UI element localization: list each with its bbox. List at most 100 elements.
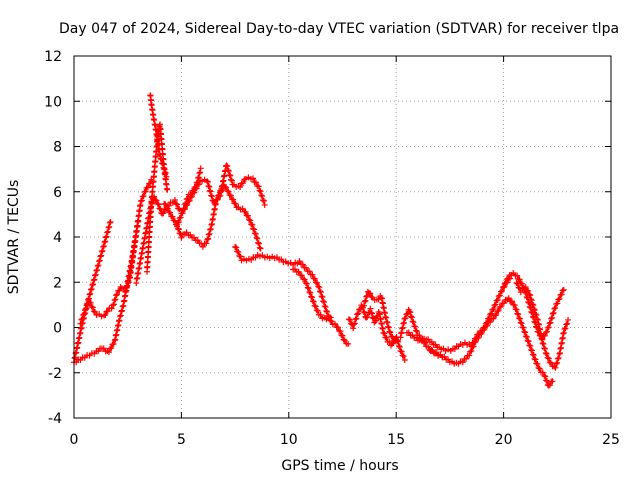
data-point bbox=[549, 314, 556, 321]
data-point bbox=[159, 160, 166, 167]
data-point bbox=[561, 325, 568, 332]
data-point bbox=[256, 244, 263, 251]
data-point bbox=[523, 333, 530, 340]
data-point bbox=[519, 324, 526, 331]
data-point bbox=[100, 243, 107, 250]
data-point bbox=[174, 201, 181, 208]
data-point bbox=[546, 320, 553, 327]
data-point bbox=[493, 311, 500, 318]
data-point bbox=[541, 345, 548, 352]
data-point bbox=[177, 214, 184, 221]
data-point bbox=[513, 306, 520, 313]
data-point bbox=[525, 287, 532, 294]
data-point bbox=[350, 325, 357, 332]
data-point bbox=[317, 289, 324, 296]
y-tick-label: 6 bbox=[53, 185, 62, 201]
y-tick-label: 8 bbox=[53, 140, 62, 156]
series-track-5 bbox=[147, 92, 170, 180]
data-point bbox=[92, 271, 99, 278]
data-point bbox=[253, 234, 260, 241]
y-tick-label: 10 bbox=[44, 94, 62, 110]
data-point bbox=[543, 377, 550, 384]
series-track-1 bbox=[71, 218, 114, 366]
data-point bbox=[363, 314, 370, 321]
data-point bbox=[95, 262, 102, 269]
data-point bbox=[547, 319, 554, 326]
data-point bbox=[540, 340, 547, 347]
y-tick-label: 2 bbox=[53, 275, 62, 291]
data-point bbox=[83, 302, 90, 309]
series-track-10 bbox=[232, 243, 352, 347]
data-point bbox=[225, 167, 232, 174]
data-point bbox=[387, 329, 394, 336]
data-point bbox=[472, 338, 479, 345]
series-track-9 bbox=[217, 182, 264, 252]
data-point bbox=[489, 306, 496, 313]
data-point bbox=[226, 171, 233, 178]
data-point bbox=[164, 205, 171, 212]
data-point bbox=[137, 202, 144, 209]
data-point bbox=[118, 308, 125, 315]
data-point bbox=[490, 315, 497, 322]
data-point bbox=[299, 261, 306, 268]
data-point bbox=[492, 301, 499, 308]
data-point bbox=[90, 277, 97, 284]
data-point bbox=[315, 283, 322, 290]
data-point bbox=[217, 189, 224, 196]
data-point bbox=[525, 298, 532, 305]
data-point bbox=[467, 348, 474, 355]
data-point bbox=[174, 219, 181, 226]
data-point bbox=[410, 319, 417, 326]
data-point bbox=[91, 308, 98, 315]
data-point bbox=[409, 318, 416, 325]
data-point bbox=[308, 294, 315, 301]
data-point bbox=[475, 334, 482, 341]
data-point bbox=[546, 382, 553, 389]
data-point bbox=[298, 272, 305, 279]
data-point bbox=[257, 245, 264, 252]
data-point bbox=[100, 243, 107, 250]
data-point bbox=[159, 160, 166, 167]
data-point bbox=[224, 163, 231, 170]
data-point bbox=[347, 316, 354, 323]
data-point bbox=[536, 365, 543, 372]
data-point bbox=[407, 309, 414, 316]
data-point bbox=[206, 230, 213, 237]
data-point bbox=[81, 307, 88, 314]
data-point bbox=[517, 289, 524, 296]
data-point bbox=[544, 324, 551, 331]
data-point bbox=[505, 295, 512, 302]
data-point bbox=[361, 298, 368, 305]
data-point bbox=[104, 229, 111, 236]
y-tick-label: 4 bbox=[53, 230, 62, 246]
data-point bbox=[557, 292, 564, 299]
data-point bbox=[488, 310, 495, 317]
data-point bbox=[237, 253, 244, 260]
data-point bbox=[529, 351, 536, 358]
data-point bbox=[320, 299, 327, 306]
data-point bbox=[527, 304, 534, 311]
data-point bbox=[543, 328, 550, 335]
data-point bbox=[102, 234, 109, 241]
data-point bbox=[554, 359, 561, 366]
data-point bbox=[99, 247, 106, 254]
series-band bbox=[219, 184, 262, 252]
data-point bbox=[197, 165, 204, 172]
data-point bbox=[524, 294, 531, 301]
data-point bbox=[303, 280, 310, 287]
data-point bbox=[93, 267, 100, 274]
data-point bbox=[513, 280, 520, 287]
data-point bbox=[530, 351, 537, 358]
data-point bbox=[250, 175, 256, 182]
data-point bbox=[478, 330, 485, 337]
data-point bbox=[102, 238, 109, 245]
data-point bbox=[106, 219, 113, 226]
data-point bbox=[305, 285, 312, 292]
data-point bbox=[108, 345, 115, 352]
data-point bbox=[341, 337, 348, 344]
data-point bbox=[211, 200, 218, 207]
data-point bbox=[174, 223, 181, 230]
data-point bbox=[97, 253, 104, 260]
x-tick-label: 15 bbox=[387, 432, 405, 448]
data-point bbox=[199, 243, 206, 250]
